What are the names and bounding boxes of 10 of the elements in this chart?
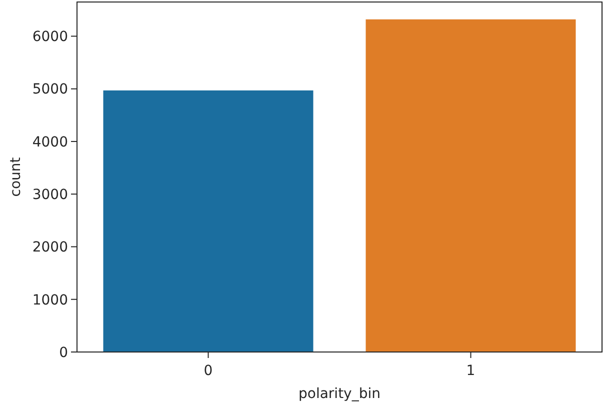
x-tick-label: 1 — [466, 363, 476, 379]
y-tick-label: 0 — [59, 344, 68, 361]
y-tick-label: 2000 — [32, 240, 68, 256]
y-tick-label: 5000 — [32, 82, 68, 98]
y-tick-label: 1000 — [32, 292, 68, 308]
y-tick-label: 3000 — [32, 187, 68, 204]
y-tick-label: 4000 — [32, 134, 68, 150]
x-axis-title: polarity_bin — [298, 386, 380, 402]
y-tick-label: 6000 — [32, 29, 68, 46]
y-axis-title: count — [8, 156, 24, 197]
